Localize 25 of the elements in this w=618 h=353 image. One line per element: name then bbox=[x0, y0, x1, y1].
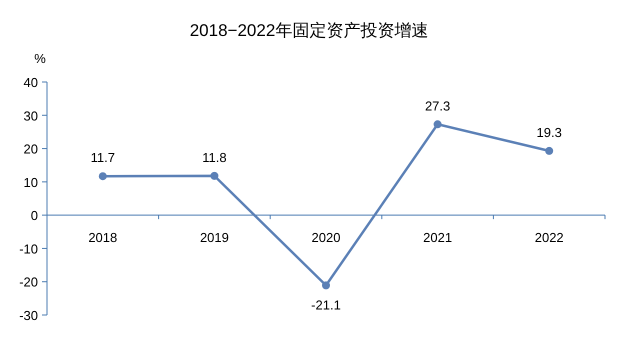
x-tick-label: 2019 bbox=[200, 230, 229, 246]
y-tick-label: 20 bbox=[24, 142, 38, 157]
data-label: -21.1 bbox=[311, 297, 341, 312]
y-tick-label: 40 bbox=[24, 75, 38, 90]
y-tick-label: 0 bbox=[30, 208, 38, 224]
point bbox=[322, 281, 330, 290]
y-tick-label: -30 bbox=[19, 308, 38, 323]
x-tick-label: 2020 bbox=[312, 230, 340, 246]
x-tick-label: 2018 bbox=[88, 230, 118, 246]
y-tick-label: -10 bbox=[19, 241, 38, 256]
data-label: 27.3 bbox=[424, 98, 450, 114]
data-label: 11.8 bbox=[202, 150, 227, 165]
x-tick-label: 2022 bbox=[534, 230, 564, 246]
y-tick-label: 30 bbox=[24, 108, 38, 124]
point bbox=[98, 172, 107, 180]
y-tick-label: 10 bbox=[24, 174, 38, 190]
data-label: 19.3 bbox=[536, 124, 562, 140]
data-label: 11.7 bbox=[90, 150, 115, 166]
y-tick-label: -20 bbox=[19, 274, 38, 290]
point bbox=[210, 172, 218, 180]
point bbox=[434, 120, 442, 128]
chart-title: 2018−2022年固定资产投资增速 bbox=[190, 21, 428, 40]
x-tick-label: 2021 bbox=[423, 230, 452, 246]
point bbox=[545, 146, 554, 155]
y-axis-title: % bbox=[34, 51, 46, 66]
